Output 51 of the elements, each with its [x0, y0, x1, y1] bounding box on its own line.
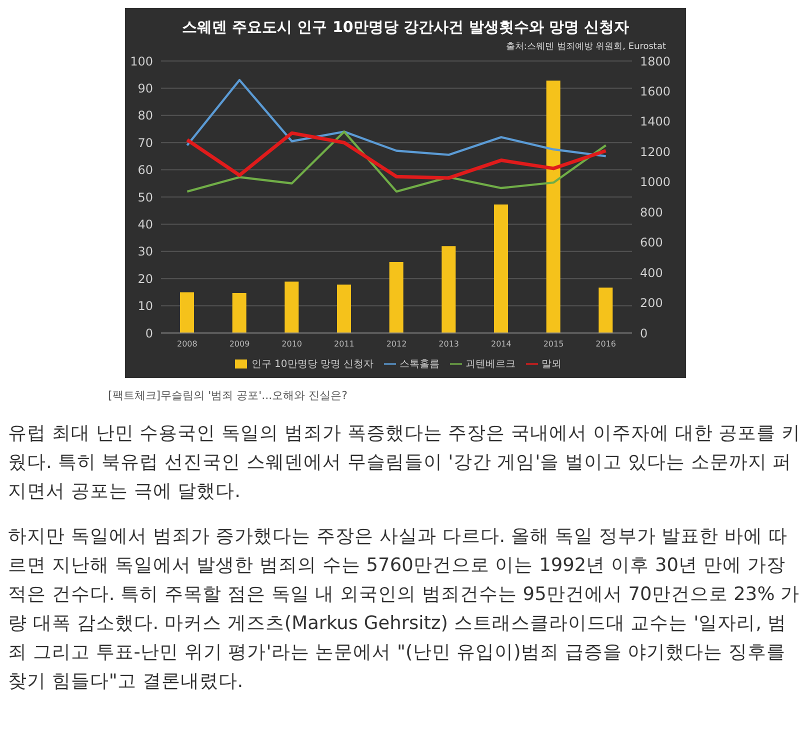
x-tick-label: 2011 — [334, 340, 354, 349]
y-tick-label: 100 — [130, 54, 153, 68]
y2-tick-label: 800 — [640, 205, 663, 220]
y2-tick-label: 0 — [640, 326, 648, 340]
bar — [389, 262, 404, 333]
line-series — [186, 78, 607, 158]
y-tick-label: 10 — [138, 299, 153, 314]
y-tick-label: 30 — [138, 244, 153, 259]
y2-tick-label: 1800 — [640, 54, 671, 68]
y2-tick-label: 1600 — [640, 84, 671, 98]
bar — [494, 204, 508, 333]
x-tick-label: 2014 — [490, 340, 512, 349]
x-tick-label: 2009 — [229, 340, 250, 349]
y2-tick-label: 400 — [640, 266, 663, 280]
x-tick-label: 2008 — [176, 340, 198, 349]
x-tick-label: 2016 — [596, 340, 616, 349]
y2-tick-label: 200 — [640, 296, 663, 310]
y-tick-label: 90 — [138, 81, 153, 96]
x-tick-label: 2015 — [543, 340, 564, 349]
legend-label: 괴텐베르크 — [466, 359, 516, 370]
text: 하지만 독일에서 범죄가 증가했다는 주장은 사실과 다르다. 올해 독일 정부가 발표한 바에 따르면 지난해 독일에서 발생한 범죄의 수는 5760만건으로 이는 1992년 이후 30년 만에 가장 적은 건수다. 특히 주목할 점은 독일 내 외국인의 범죄건수는 95만건에서 70만건으로 23% 가량 대폭 감소했다. 마커스 게즈츠(Markus Gehrsitz) 스트래스클라이드대 교수는 '일자리, 범죄 그리고 투표-난민 위기 평가'라는 논문에서 "(난민 유입이)범죄 급증을 야기했다는 징후를 찾기 힘들다"고 결론내렸다. — [8, 525, 801, 694]
bar — [284, 282, 299, 333]
bar — [442, 246, 456, 333]
y-tick-label: 20 — [138, 272, 153, 286]
line-series — [185, 131, 608, 180]
chart-title: 스웨덴 주요도시 인구 10만명당 강간사건 발생횟수와 망명 신청자 — [180, 17, 630, 37]
chart-subtitle: 출처:스웨덴 범죄예방 위원회, Eurostat — [504, 41, 667, 53]
y-tick-label: 40 — [138, 217, 153, 232]
bar — [546, 80, 560, 333]
y-tick-label: 70 — [138, 136, 153, 150]
legend-label: 말뫼 — [542, 359, 562, 370]
y2-tick-label: 1200 — [640, 144, 671, 159]
legend-label: 스톡홀름 — [400, 359, 440, 370]
y2-tick-label: 1000 — [640, 175, 671, 190]
y2-tick-label: 1400 — [640, 114, 671, 129]
x-tick-label: 2010 — [282, 340, 302, 349]
x-tick-label: 2013 — [438, 340, 460, 349]
legend-label: 인구 10만명당 망명 신청자 — [251, 359, 374, 370]
line-series — [186, 130, 607, 193]
text: [팩트체크]무슬림의 '범죄 공포'...오해와 진실은? — [108, 388, 348, 403]
y-tick-label: 50 — [138, 190, 153, 204]
bar — [337, 284, 351, 333]
x-tick-label: 2012 — [386, 340, 407, 349]
bar — [232, 292, 246, 333]
y-tick-label: 60 — [138, 163, 153, 178]
text: 유럽 최대 난민 수용국인 독일의 범죄가 폭증했다는 주장은 국내에서 이주자에 대한 공포를 키웠다. 특히 북유럽 선진국인 스웨덴에서 무슬림들이 '강간 게임'을 벌이고 있다는 소문까지 퍼지면서 공포는 극에 달했다. — [8, 422, 801, 504]
bar — [598, 288, 613, 333]
bar — [180, 292, 194, 333]
y2-tick-label: 600 — [640, 236, 663, 250]
y-tick-label: 80 — [138, 108, 153, 123]
y-tick-label: 0 — [145, 326, 153, 340]
